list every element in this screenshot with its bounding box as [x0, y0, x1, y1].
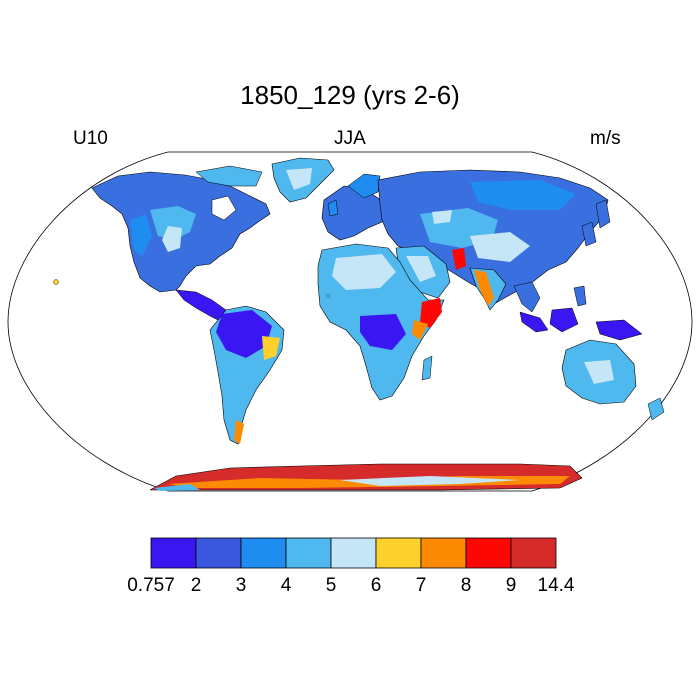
- na-light-patch: [150, 206, 196, 240]
- season-label: JJA: [334, 128, 366, 149]
- canada-archipelago: [195, 165, 263, 187]
- japan: [581, 221, 597, 247]
- colorbar-swatch: [195, 537, 242, 569]
- new-zealand: [647, 397, 665, 421]
- na-pale-patch: [162, 226, 182, 252]
- borneo: [549, 307, 579, 333]
- colorbar-tick-label: 4: [281, 575, 292, 596]
- variable-label: U10: [73, 128, 108, 149]
- sahara-pale: [332, 254, 396, 290]
- somali-jet: [420, 298, 442, 328]
- antarctica-band-blue: [154, 484, 200, 491]
- colorbar-tick-label: 8: [461, 575, 472, 596]
- colorbar-tick-label: 6: [371, 575, 382, 596]
- colorbar-swatch: [375, 537, 422, 569]
- kamchatka: [595, 199, 611, 229]
- india-west-monsoon: [474, 270, 494, 306]
- congo-low: [360, 314, 406, 350]
- colorbar-swatch: [285, 537, 332, 569]
- greenland-interior: [286, 168, 312, 190]
- brazil-highland: [262, 336, 280, 360]
- new-guinea: [595, 319, 643, 341]
- indochina: [513, 281, 541, 313]
- island-atlantic: [326, 294, 330, 298]
- madagascar: [421, 355, 433, 381]
- colorbar-tick-label: 7: [416, 575, 427, 596]
- plot-title: 1850_129 (yrs 2-6): [240, 80, 460, 110]
- colorbar-tick-label: 2: [191, 575, 202, 596]
- colorbar-swatch: [510, 537, 557, 569]
- pakistan-hot: [452, 248, 466, 270]
- na-blue-patch: [130, 214, 152, 256]
- colorbar-swatch: [150, 537, 197, 569]
- east-africa-orange: [412, 320, 428, 340]
- colorbar-tick-label: 3: [236, 575, 247, 596]
- hudson-bay: [211, 195, 237, 221]
- australia-pale: [584, 360, 614, 384]
- colorbar-swatch: [465, 537, 512, 569]
- colorbar-tick-label: 0.757: [127, 575, 175, 596]
- siberia-blue: [470, 180, 576, 210]
- arabia-pale: [406, 256, 436, 282]
- colorbar-tick-label: 14.4: [538, 575, 575, 596]
- sumatra: [519, 311, 549, 333]
- pale-patch-siberia: [432, 210, 452, 224]
- antarctica-band-pale: [340, 476, 520, 486]
- colorbar-swatch: [240, 537, 287, 569]
- hawaii-island: [53, 279, 59, 285]
- colorbar-tick-label: 5: [326, 575, 337, 596]
- british-isles: [327, 199, 339, 217]
- colorbar-swatch: [420, 537, 467, 569]
- units-label: m/s: [590, 128, 621, 149]
- amazon-low: [216, 310, 272, 358]
- colorbar-swatch: [330, 537, 377, 569]
- patagonia-coast: [234, 420, 244, 444]
- colorbar-tick-label: 9: [506, 575, 517, 596]
- philippines: [573, 285, 587, 307]
- tibet-pale: [470, 232, 530, 262]
